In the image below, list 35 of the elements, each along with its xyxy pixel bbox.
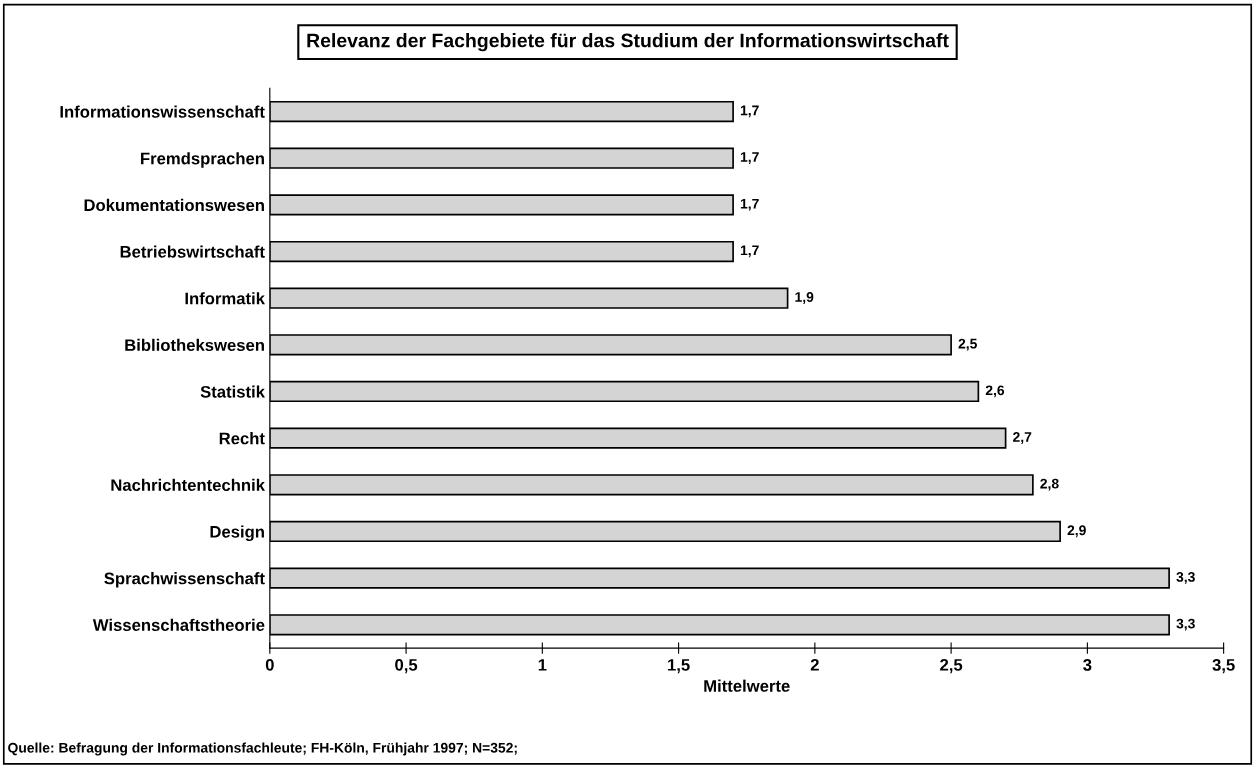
- x-tick-label: 0,5: [395, 658, 418, 674]
- x-tick-label: 3: [1083, 658, 1092, 671]
- x-tick-label: 2,5: [940, 658, 963, 674]
- data-label: 2,6: [985, 385, 1005, 398]
- y-tick-label: Fremdsprachen: [141, 152, 264, 168]
- data-label: 2,7: [1013, 432, 1032, 444]
- data-label: 3,3: [1176, 572, 1195, 584]
- y-tick-label: Informationswissenschaft: [60, 105, 265, 118]
- y-tick-label: Wissenschaftstheorie: [92, 618, 265, 631]
- source-note: Quelle: Befragung der Informationsfachleute; FH-Köln, Frühjahr 1997; N=352;: [8, 742, 517, 756]
- data-label: 1,9: [795, 292, 814, 304]
- y-tick-label: Sprachwissenschaft: [104, 572, 265, 588]
- x-axis-title: Mittelwerte: [704, 679, 790, 692]
- data-label: 3,3: [1176, 618, 1195, 631]
- data-label: 2,9: [1067, 525, 1086, 538]
- y-tick-label: Betriebswirtschaft: [120, 245, 265, 258]
- y-tick-label: Dokumentationswesen: [84, 198, 264, 212]
- data-label: 1,7: [740, 152, 759, 164]
- x-tick-label: 2: [810, 658, 819, 671]
- data-label: 1,7: [740, 198, 759, 211]
- y-tick-label: Design: [210, 525, 264, 542]
- x-tick-label: 3,5: [1212, 658, 1235, 674]
- x-tick-label: 1: [538, 659, 547, 671]
- chart-title: Relevanz der Fachgebiete für das Studium der Informationswirtschaft: [307, 33, 949, 52]
- data-label: 1,7: [740, 105, 759, 118]
- x-tick-label: 0: [265, 658, 274, 671]
- data-label: 2,5: [958, 338, 977, 351]
- x-tick-label: 1,5: [668, 659, 690, 674]
- data-label: 1,7: [740, 245, 759, 258]
- y-tick-label: Nachrichtentechnik: [111, 478, 265, 492]
- y-tick-label: Recht: [219, 432, 265, 445]
- y-tick-label: Statistik: [200, 385, 265, 398]
- y-tick-label: Informatik: [185, 292, 265, 305]
- y-tick-label: Bibliothekswesen: [125, 338, 264, 352]
- data-label: 2,8: [1040, 478, 1059, 491]
